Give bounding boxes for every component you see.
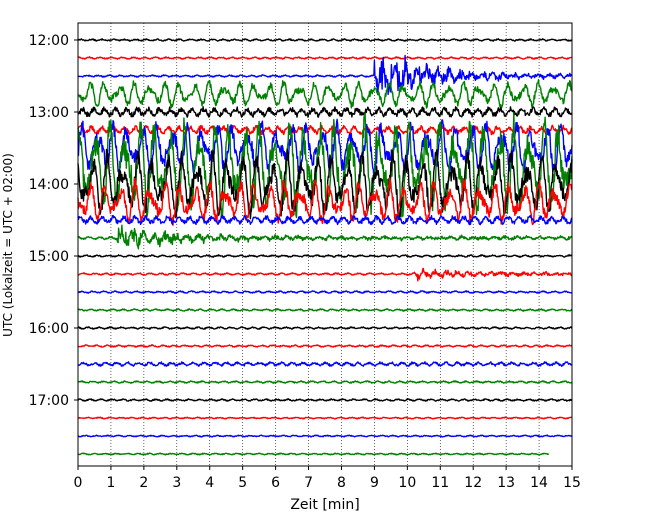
x-tick-label-6: 6 [271, 475, 280, 491]
trace-1645 [77, 380, 573, 384]
trace-1600 [77, 326, 573, 330]
x-tick-label-0: 0 [74, 475, 83, 491]
x-tick-label-15: 15 [563, 475, 581, 491]
trace-1545 [77, 308, 573, 312]
x-tick-label-10: 10 [398, 475, 416, 491]
trace-1745 [77, 452, 550, 456]
x-tick-label-11: 11 [431, 475, 449, 491]
trace-1515 [77, 267, 573, 282]
trace-1200 [77, 38, 573, 42]
trace-1245 [77, 78, 573, 109]
trace-1430 [77, 214, 573, 226]
trace-1230 [77, 54, 573, 96]
grid-lines [110, 23, 540, 466]
x-tick-label-7: 7 [304, 475, 313, 491]
trace-1215 [77, 56, 573, 60]
x-tick-label-5: 5 [238, 475, 247, 491]
y-tick-label-17:00: 17:00 [29, 393, 69, 409]
y-tick-label-12:00: 12:00 [29, 33, 69, 49]
trace-1630 [77, 361, 573, 367]
x-tick-label-14: 14 [530, 475, 548, 491]
trace-1445 [77, 224, 573, 250]
y-tick-label-13:00: 13:00 [29, 105, 69, 121]
x-axis-title: Zeit [min] [290, 497, 359, 513]
trace-1300 [77, 106, 573, 118]
trace-1700 [77, 398, 573, 402]
y-tick-label-15:00: 15:00 [29, 249, 69, 265]
x-tick-label-4: 4 [205, 475, 214, 491]
x-tick-label-1: 1 [106, 475, 115, 491]
y-tick-label-14:00: 14:00 [29, 177, 69, 193]
x-tick-label-2: 2 [139, 475, 148, 491]
x-tick-label-3: 3 [172, 475, 181, 491]
plot-frame [77, 22, 573, 467]
x-tick-label-12: 12 [464, 475, 482, 491]
trace-1315 [77, 124, 573, 136]
trace-1730 [77, 434, 573, 438]
x-tick-label-9: 9 [370, 475, 379, 491]
axis-ticks: 0 1 2 3 4 5 6 7 8 9 10 11 12 13 14 1512:0013:0014:0015:… [29, 33, 581, 491]
traces [77, 38, 573, 456]
trace-1330 [77, 118, 573, 179]
trace-1715 [77, 416, 573, 420]
y-axis-title: UTC (Lokalzeit = UTC + 02:00) [1, 153, 15, 337]
trace-1530 [77, 290, 573, 294]
trace-1615 [77, 344, 573, 348]
trace-1500 [77, 254, 573, 258]
trace-1415 [77, 177, 573, 226]
x-tick-label-13: 13 [497, 475, 515, 491]
x-tick-label-8: 8 [337, 475, 346, 491]
y-tick-label-16:00: 16:00 [29, 321, 69, 337]
